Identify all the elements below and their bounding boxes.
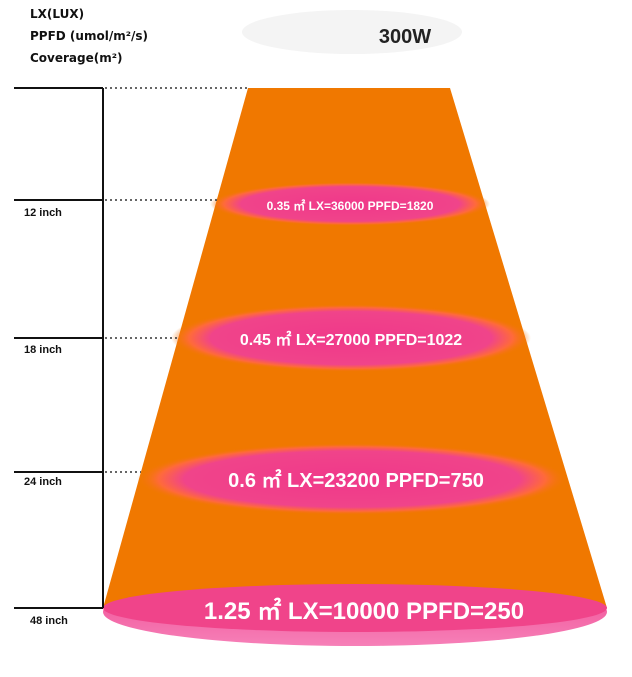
level-glow	[137, 443, 567, 515]
title: 300W	[379, 26, 431, 48]
level-label: 0.6 ㎡ LX=23200 PPFD=750	[228, 468, 484, 492]
level-label: 0.45 ㎡ LX=27000 PPFD=1022	[240, 330, 462, 349]
level-label: 1.25 ㎡ LX=10000 PPFD=250	[204, 597, 524, 625]
legend-line: Coverage(m²)	[30, 51, 122, 65]
legend-line: PPFD (umol/m²/s)	[30, 29, 148, 43]
level-label: 0.35 ㎡ LX=36000 PPFD=1820	[267, 198, 434, 213]
level-glow	[171, 304, 531, 372]
distance-label: 48 inch	[30, 615, 68, 627]
title-backdrop	[242, 10, 462, 54]
level-glow	[103, 584, 607, 632]
legend-line: LX(LUX)	[30, 7, 84, 21]
distance-label: 18 inch	[24, 344, 62, 356]
ruler	[14, 87, 104, 609]
level-glow	[210, 182, 490, 226]
distance-label: 24 inch	[24, 476, 62, 488]
guide-lines	[105, 87, 248, 473]
distance-label: 12 inch	[24, 207, 62, 219]
